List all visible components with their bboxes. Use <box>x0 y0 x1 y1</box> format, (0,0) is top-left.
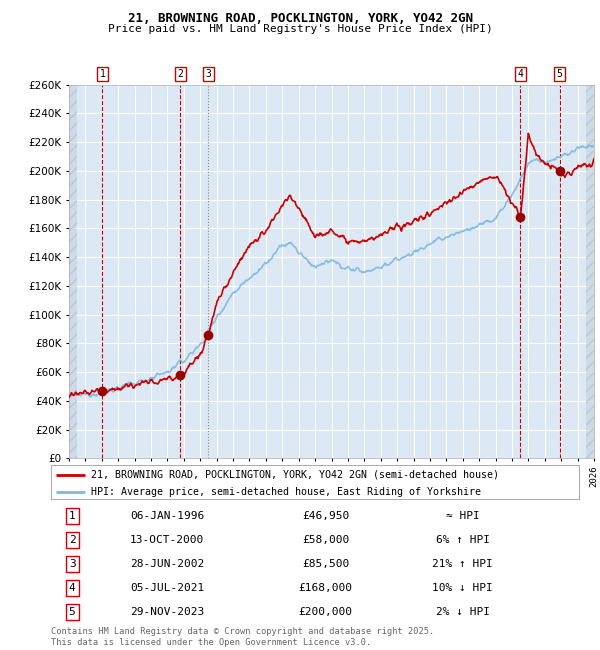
Text: 3: 3 <box>205 69 211 79</box>
Text: Contains HM Land Registry data © Crown copyright and database right 2025.
This d: Contains HM Land Registry data © Crown c… <box>51 627 434 647</box>
Text: 2: 2 <box>69 535 76 545</box>
Text: 29-NOV-2023: 29-NOV-2023 <box>130 607 204 617</box>
Text: 10% ↓ HPI: 10% ↓ HPI <box>433 583 493 593</box>
Text: £200,000: £200,000 <box>299 607 353 617</box>
Text: £168,000: £168,000 <box>299 583 353 593</box>
Text: 4: 4 <box>69 583 76 593</box>
Text: 06-JAN-1996: 06-JAN-1996 <box>130 511 204 521</box>
Text: Price paid vs. HM Land Registry's House Price Index (HPI): Price paid vs. HM Land Registry's House … <box>107 24 493 34</box>
Text: 28-JUN-2002: 28-JUN-2002 <box>130 559 204 569</box>
Text: ≈ HPI: ≈ HPI <box>446 511 480 521</box>
Text: 05-JUL-2021: 05-JUL-2021 <box>130 583 204 593</box>
Text: £46,950: £46,950 <box>302 511 349 521</box>
Text: £85,500: £85,500 <box>302 559 349 569</box>
Text: HPI: Average price, semi-detached house, East Riding of Yorkshire: HPI: Average price, semi-detached house,… <box>91 487 481 497</box>
Text: £58,000: £58,000 <box>302 535 349 545</box>
Text: 4: 4 <box>517 69 523 79</box>
Text: 21, BROWNING ROAD, POCKLINGTON, YORK, YO42 2GN: 21, BROWNING ROAD, POCKLINGTON, YORK, YO… <box>128 12 473 25</box>
Text: 2: 2 <box>178 69 184 79</box>
Text: 21% ↑ HPI: 21% ↑ HPI <box>433 559 493 569</box>
Text: 5: 5 <box>557 69 563 79</box>
Text: 3: 3 <box>69 559 76 569</box>
Text: 1: 1 <box>100 69 105 79</box>
Text: 13-OCT-2000: 13-OCT-2000 <box>130 535 204 545</box>
Text: 21, BROWNING ROAD, POCKLINGTON, YORK, YO42 2GN (semi-detached house): 21, BROWNING ROAD, POCKLINGTON, YORK, YO… <box>91 470 499 480</box>
Text: 5: 5 <box>69 607 76 617</box>
Text: 6% ↑ HPI: 6% ↑ HPI <box>436 535 490 545</box>
Text: 2% ↓ HPI: 2% ↓ HPI <box>436 607 490 617</box>
Text: 1: 1 <box>69 511 76 521</box>
